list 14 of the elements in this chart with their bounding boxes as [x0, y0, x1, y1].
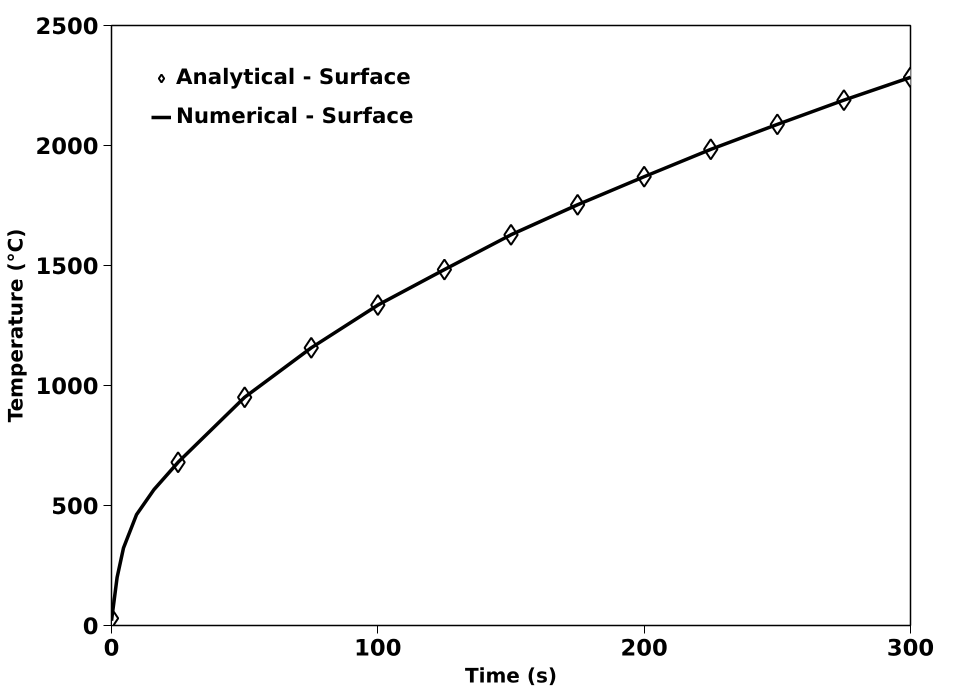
y-tick-label: 2500	[35, 14, 99, 40]
y-tick-label: 0	[82, 614, 98, 640]
y-tick-label: 500	[51, 494, 99, 520]
y-tick-label: 1500	[35, 254, 99, 280]
y-tick-label: 2000	[35, 134, 99, 160]
x-axis-title: Time (s)	[464, 664, 558, 688]
x-tick-label: 200	[620, 636, 668, 662]
y-axis-title: Temperature (°C)	[3, 228, 28, 422]
y-tick-label: 1000	[35, 374, 99, 400]
legend-label: Analytical - Surface	[176, 65, 411, 90]
x-tick-label: 100	[354, 636, 402, 662]
legend-label: Numerical - Surface	[176, 104, 414, 129]
x-tick-label: 300	[886, 636, 934, 662]
x-tick-label: 0	[104, 636, 120, 662]
